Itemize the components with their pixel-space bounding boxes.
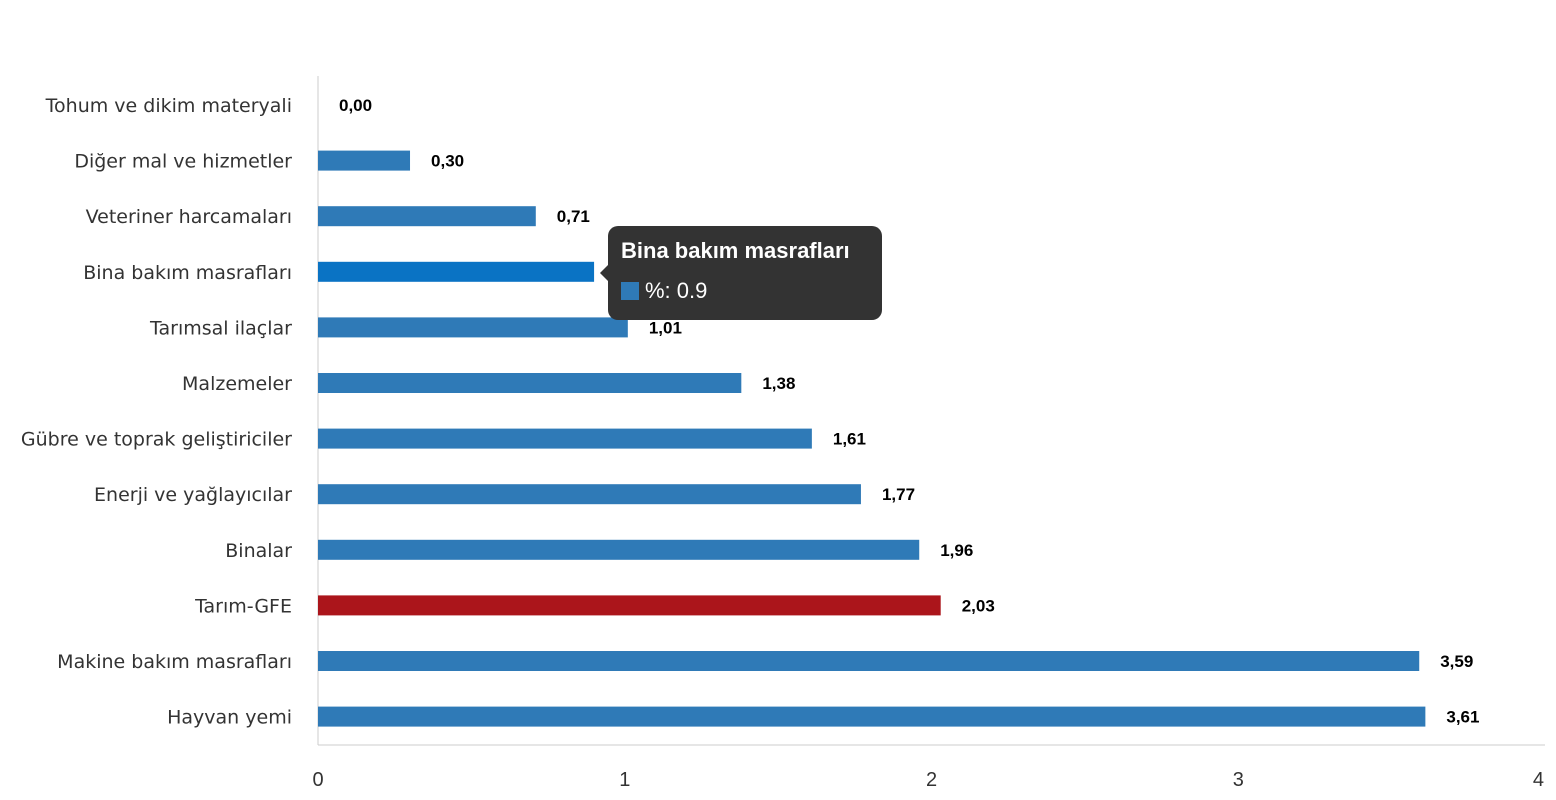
bar-bina-bakim-masraflari[interactable] <box>318 261 595 282</box>
bar-gubre-ve-toprak-gelistiriciler[interactable] <box>318 428 812 449</box>
value-label-binalar: 1,96 <box>940 541 973 560</box>
bar-hayvan-yemi[interactable] <box>318 706 1426 727</box>
tooltip-series-value: %: 0.9 <box>645 278 708 303</box>
bar-makine-bakim-masraflari[interactable] <box>318 651 1420 671</box>
value-label-malzemeler: 1,38 <box>762 374 795 393</box>
bar-binalar[interactable] <box>318 539 920 560</box>
category-label-malzemeler: Malzemeler <box>182 373 292 395</box>
value-label-tarim-gfe: 2,03 <box>962 596 995 615</box>
category-label-tarim-gfe: Tarım-GFE <box>194 595 292 617</box>
x-tick-label-4: 4 <box>1533 769 1544 791</box>
bar-diger-mal-ve-hizmetler[interactable] <box>318 150 411 171</box>
tooltip-series-swatch <box>621 282 639 300</box>
category-label-hayvan-yemi: Hayvan yemi <box>167 707 292 729</box>
bar-veteriner-harcamalari[interactable] <box>318 206 536 227</box>
x-tick-label-3: 3 <box>1233 769 1244 791</box>
value-label-gubre-ve-toprak-gelistiriciler: 1,61 <box>833 430 866 449</box>
category-label-bina-bakim-masraflari: Bina bakım masrafları <box>83 262 292 284</box>
category-label-enerji-ve-yaglayicilar: Enerji ve yağlayıcılar <box>94 484 292 506</box>
x-tick-label-2: 2 <box>926 769 937 791</box>
value-label-veteriner-harcamalari: 0,71 <box>557 207 590 226</box>
value-label-tarimsal-ilaclar: 1,01 <box>649 318 682 337</box>
category-label-tohum-ve-dikim-materyali: Tohum ve dikim materyali <box>45 95 292 117</box>
tooltip-title: Bina bakım masrafları <box>621 238 850 263</box>
bar-tarimsal-ilaclar[interactable] <box>318 317 628 338</box>
bars-layer: Tohum ve dikim materyali 0,00 Diğer mal ve… <box>21 95 1480 729</box>
bar-enerji-ve-yaglayicilar[interactable] <box>318 484 861 505</box>
category-label-diger-mal-ve-hizmetler: Diğer mal ve hizmetler <box>74 151 292 173</box>
value-label-tohum-ve-dikim-materyali: 0,00 <box>339 96 372 115</box>
tooltip-row: %: 0.9 <box>621 280 869 302</box>
tooltip: Bina bakım masrafları %: 0.9 <box>600 226 882 320</box>
bar-tarim-gfe[interactable] <box>318 595 941 616</box>
x-axis-ticks: 0 1 2 3 4 <box>312 769 1544 791</box>
category-label-binalar: Binalar <box>225 540 292 562</box>
bar-malzemeler[interactable] <box>318 373 742 393</box>
value-label-hayvan-yemi: 3,61 <box>1446 708 1479 727</box>
category-label-tarimsal-ilaclar: Tarımsal ilaçlar <box>149 317 292 339</box>
x-tick-label-0: 0 <box>312 769 323 791</box>
value-label-diger-mal-ve-hizmetler: 0,30 <box>431 152 464 171</box>
category-label-gubre-ve-toprak-gelistiriciler: Gübre ve toprak geliştiriciler <box>21 429 292 451</box>
x-tick-label-1: 1 <box>619 769 630 791</box>
category-label-veteriner-harcamalari: Veteriner harcamaları <box>86 206 292 228</box>
value-label-makine-bakim-masraflari: 3,59 <box>1440 652 1473 671</box>
value-label-enerji-ve-yaglayicilar: 1,77 <box>882 485 915 504</box>
category-label-makine-bakim-masraflari: Makine bakım masrafları <box>57 651 292 673</box>
